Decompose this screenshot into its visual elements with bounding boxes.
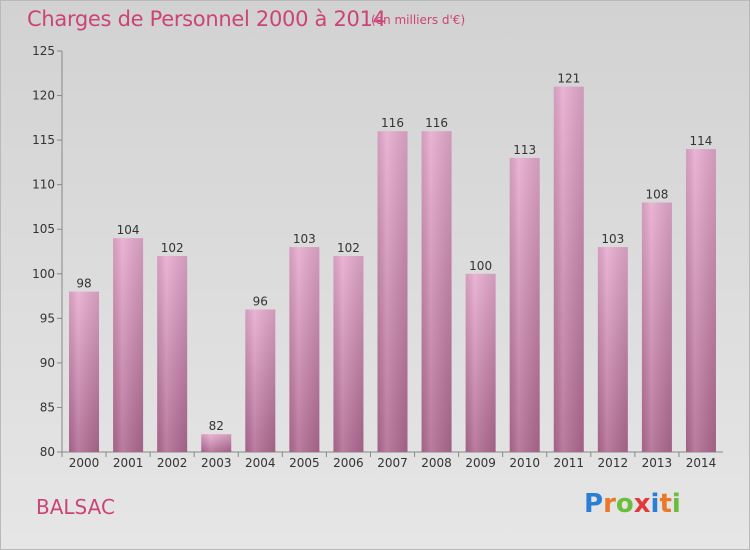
y-tick-label: 90 [40, 356, 55, 370]
bar-shade-2003 [201, 434, 232, 452]
axes: 80 85 90 95 100 105 110 115 120 125 [32, 44, 723, 459]
data-label: 104 [117, 223, 140, 237]
data-label: 82 [209, 419, 224, 433]
x-tick-label: 2009 [465, 456, 496, 470]
data-label: 116 [381, 116, 404, 130]
x-tick-label: 2013 [642, 456, 673, 470]
data-label: 121 [557, 72, 580, 86]
y-tick-label: 110 [32, 178, 55, 192]
chart-title: Charges de Personnel 2000 à 2014 [27, 7, 386, 31]
x-tick-label: 2010 [509, 456, 540, 470]
y-tick-label: 120 [32, 89, 55, 103]
x-tick-label: 2002 [157, 456, 188, 470]
place-name: BALSAC [36, 495, 115, 519]
x-tick-label: 2001 [113, 456, 144, 470]
data-label: 96 [253, 294, 268, 308]
bar-shade-2012 [597, 247, 628, 452]
bars-group [69, 86, 716, 453]
data-label: 103 [601, 232, 624, 246]
y-tick-label: 105 [32, 222, 55, 236]
x-tick-label: 2004 [245, 456, 276, 470]
data-label: 103 [293, 232, 316, 246]
data-label: 98 [76, 277, 91, 291]
bar-shade-2000 [69, 291, 100, 452]
logo-letter: i [650, 489, 660, 519]
bar-shade-2004 [245, 309, 276, 452]
y-tick-label: 125 [32, 44, 55, 58]
labels-group: 2000 98 2001 104 2002 102 2003 82 2004 96 2005 103 2… [69, 72, 716, 470]
x-tick-label: 2005 [289, 456, 320, 470]
y-tick-label: 80 [40, 445, 55, 459]
x-tick-label: 2008 [421, 456, 452, 470]
bar-shade-2005 [289, 247, 320, 452]
logo-letter: i [671, 489, 681, 519]
bar-shade-2002 [157, 255, 188, 452]
y-tick-label: 85 [40, 400, 55, 414]
bar-shade-2014 [685, 149, 716, 452]
bar-shade-2008 [421, 131, 452, 452]
bar-shade-2011 [553, 86, 584, 453]
logo-letter: r [603, 489, 616, 519]
bar-shade-2009 [465, 273, 496, 452]
bar-shade-2010 [509, 157, 540, 452]
data-label: 113 [513, 143, 536, 157]
data-label: 102 [337, 241, 360, 255]
x-tick-label: 2007 [377, 456, 408, 470]
logo-letter: x [633, 489, 651, 519]
bar-shade-2007 [377, 131, 408, 452]
bar-shade-2006 [333, 255, 364, 452]
x-tick-label: 2006 [333, 456, 364, 470]
data-label: 114 [690, 134, 713, 148]
y-tick-label: 100 [32, 267, 55, 281]
x-tick-label: 2011 [553, 456, 584, 470]
logo-letter: o [615, 489, 634, 519]
data-label: 108 [645, 187, 668, 201]
bar-shade-2001 [113, 238, 144, 452]
x-tick-label: 2000 [69, 456, 100, 470]
y-tick-label: 95 [40, 311, 55, 325]
data-label: 116 [425, 116, 448, 130]
logo-letter: t [659, 489, 672, 519]
x-tick-label: 2003 [201, 456, 232, 470]
data-label: 102 [161, 241, 184, 255]
y-tick-label: 115 [32, 133, 55, 147]
data-label: 100 [469, 259, 492, 273]
bar-shade-2013 [641, 202, 672, 452]
x-tick-label: 2014 [686, 456, 717, 470]
logo-letter: P [584, 489, 604, 519]
chart-subtitle: (en milliers d'€) [371, 13, 466, 27]
proxiti-logo[interactable]: Proxiti [584, 489, 681, 519]
x-tick-label: 2012 [598, 456, 629, 470]
